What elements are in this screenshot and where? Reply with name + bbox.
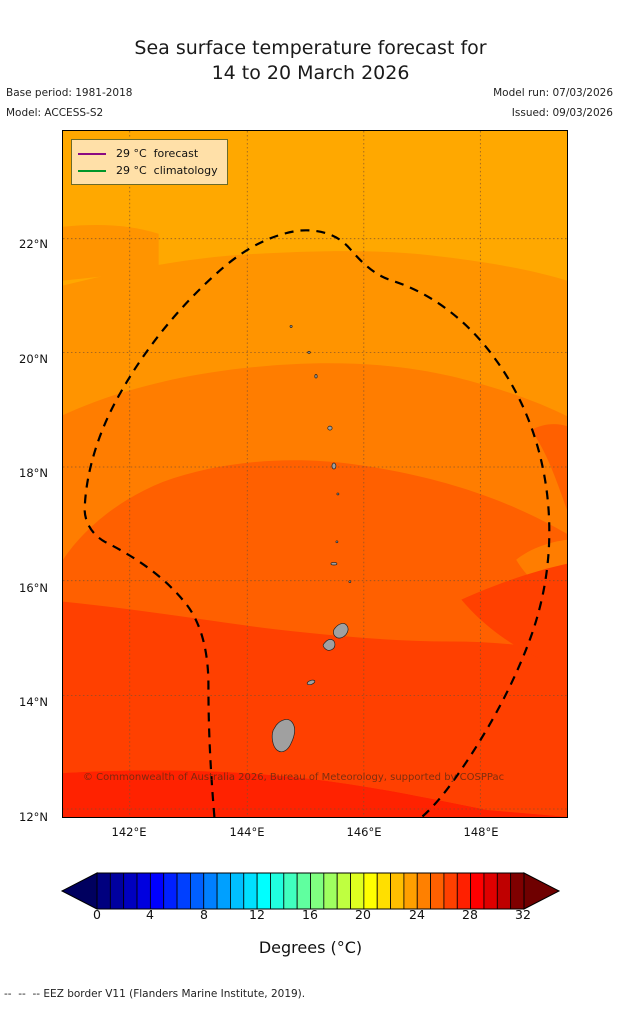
issued-label: Issued: 09/03/2026	[511, 107, 613, 119]
colorbar-segment	[283, 872, 298, 910]
title-line-2: 14 to 20 March 2026	[211, 62, 410, 84]
model-run-label: Model run: 07/03/2026	[493, 87, 613, 99]
colorbar	[0, 868, 621, 938]
map-gridlines	[63, 131, 567, 817]
cbar-tick-8: 8	[200, 907, 208, 922]
colorbar-segment	[190, 872, 205, 910]
colorbar-segment	[109, 872, 125, 910]
sst-field	[63, 131, 567, 817]
copyright-text: © Commonwealth of Australia 2026, Bureau…	[83, 772, 505, 783]
colorbar-segment	[430, 872, 445, 910]
colorbar-segment	[96, 872, 111, 910]
cbar-tick-4: 4	[146, 907, 154, 922]
colorbar-svg	[60, 872, 561, 910]
colorbar-segment	[149, 872, 165, 910]
colorbar-under-arrow	[60, 872, 98, 910]
ytick-20N: 20°N	[19, 352, 48, 366]
colorbar-segment	[310, 872, 325, 910]
band-29-7	[63, 601, 567, 817]
xtick-144E: 144°E	[229, 825, 265, 839]
colorbar-segment	[376, 872, 391, 910]
cbar-tick-16: 16	[302, 907, 318, 922]
legend-label-forecast: 29 °C forecast	[116, 147, 199, 160]
cbar-tick-32: 32	[515, 907, 531, 922]
cbar-tick-28: 28	[462, 907, 478, 922]
colorbar-segment	[256, 872, 271, 910]
band-29-4-east	[531, 424, 567, 510]
cbar-tick-0: 0	[93, 907, 101, 922]
colorbar-segment	[443, 872, 458, 910]
colorbar-segment	[470, 872, 485, 910]
colorbar-title: Degrees (°C)	[258, 938, 363, 957]
colorbar-segment	[176, 872, 191, 910]
colorbar-segment	[216, 872, 231, 910]
ytick-16N: 16°N	[19, 581, 48, 595]
legend-row-climatology: 29 °C climatology	[78, 162, 218, 179]
ytick-18N: 18°N	[19, 466, 48, 480]
colorbar-segment	[270, 872, 285, 910]
colorbar-segment	[136, 872, 151, 910]
colorbar-segment	[230, 872, 245, 910]
band-29-7-east	[461, 563, 567, 670]
ytick-14N: 14°N	[19, 695, 48, 709]
map-legend: 29 °C forecast 29 °C climatology	[71, 139, 228, 185]
legend-line-forecast-icon	[78, 152, 106, 155]
colorbar-segment	[296, 872, 311, 910]
cbar-tick-12: 12	[249, 907, 265, 922]
colorbar-segment	[350, 872, 365, 910]
colorbar-over-arrow	[523, 872, 561, 910]
title-line-1: Sea surface temperature forecast for	[134, 37, 487, 59]
colorbar-segment	[496, 872, 512, 910]
colorbar-segment	[416, 872, 431, 910]
colorbar-segment	[390, 872, 405, 910]
colorbar-segment	[163, 872, 178, 910]
colorbar-body	[60, 872, 561, 910]
colorbar-segment	[403, 872, 418, 910]
map-plot-area[interactable]: 29 °C forecast 29 °C climatology © Commo…	[62, 130, 568, 818]
colorbar-segment	[243, 872, 258, 910]
sst-contour-svg	[63, 131, 567, 817]
page-title: Sea surface temperature forecast for 14 …	[0, 36, 621, 86]
xtick-146E: 146°E	[346, 825, 382, 839]
colorbar-segment	[336, 872, 351, 910]
cbar-tick-20: 20	[355, 907, 371, 922]
cbar-tick-24: 24	[409, 907, 425, 922]
model-label: Model: ACCESS-S2	[6, 107, 104, 119]
legend-label-climatology: 29 °C climatology	[116, 164, 218, 177]
colorbar-segment	[123, 872, 138, 910]
base-period-label: Base period: 1981-2018	[6, 87, 133, 99]
colorbar-segment	[510, 872, 525, 910]
xtick-148E: 148°E	[463, 825, 499, 839]
legend-line-climatology-icon	[78, 169, 106, 172]
eez-border-line	[83, 229, 551, 817]
colorbar-segment	[456, 872, 472, 910]
colorbar-segment	[203, 872, 218, 910]
colorbar-segment	[483, 872, 498, 910]
ytick-22N: 22°N	[19, 237, 48, 251]
band-28-8b	[63, 224, 159, 281]
eez-footnote: -- -- -- EEZ border V11 (Flanders Marine…	[4, 988, 306, 1000]
band-30-0-fill	[63, 771, 567, 817]
xtick-142E: 142°E	[111, 825, 147, 839]
colorbar-segments	[96, 872, 525, 910]
colorbar-segment	[323, 872, 338, 910]
island-shapes	[271, 324, 352, 753]
ytick-12N: 12°N	[19, 810, 48, 824]
legend-row-forecast: 29 °C forecast	[78, 145, 218, 162]
colorbar-segment	[363, 872, 378, 910]
